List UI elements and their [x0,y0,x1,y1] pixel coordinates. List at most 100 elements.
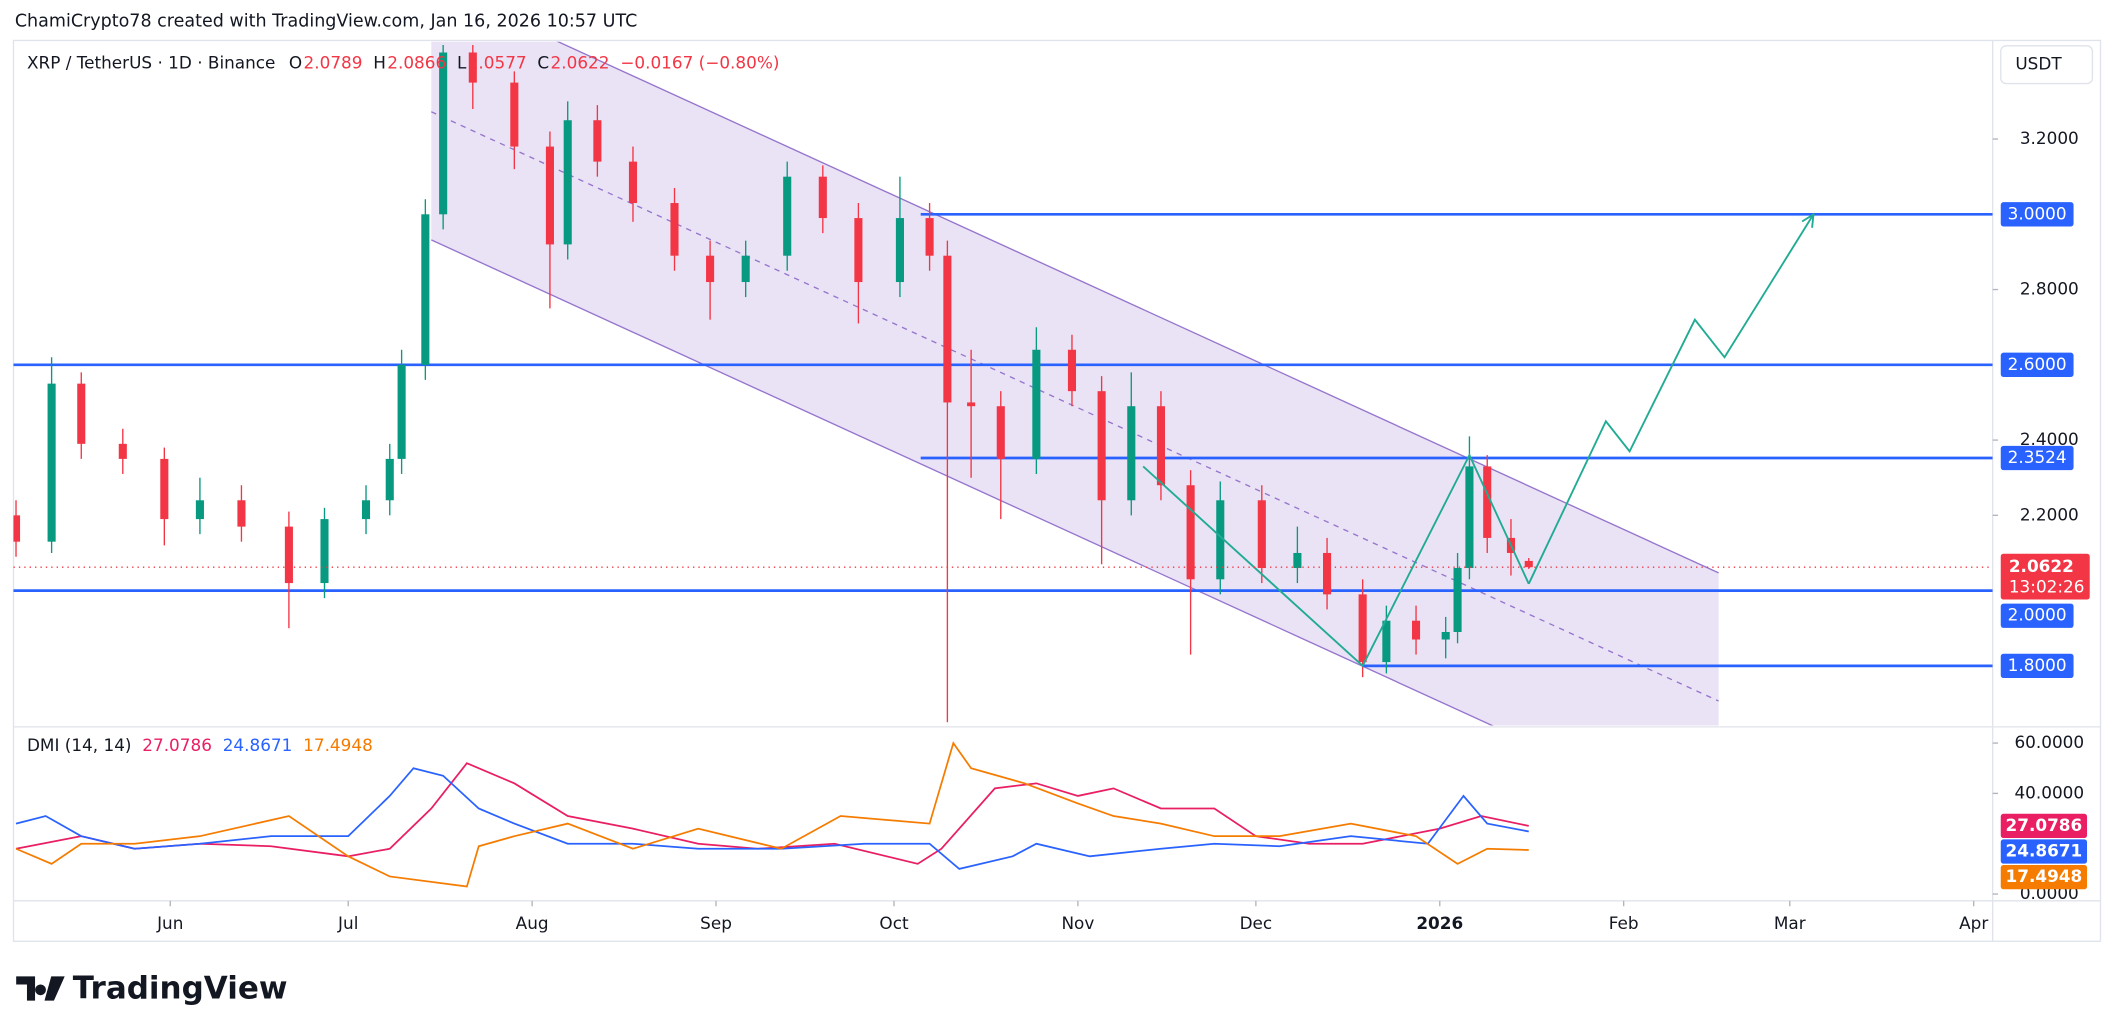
ohlc-key: H [373,52,386,72]
candle-body [1453,568,1462,632]
candle-body [593,120,602,162]
attribution: ChamiCrypto78 created with TradingView.c… [15,12,638,32]
ohlc-key: O [289,52,302,72]
countdown-label: 13:02:26 [2009,576,2085,596]
candle-body [967,402,976,407]
dmi-line [15,741,1529,888]
candle-body [1032,349,1041,459]
level-label-box [2000,653,2074,678]
level-label: 2.3524 [2008,447,2067,467]
dmi-line [15,762,1529,865]
candle-body [670,203,679,256]
x-tick-label: Apr [1959,913,1988,933]
level-label-box [2000,352,2074,377]
candle-body [563,120,572,245]
level-label-box [2000,202,2074,227]
dmi-legend-value: 17.4948 [303,735,373,755]
candle-body [943,255,952,403]
level-label: 2.6000 [2008,354,2067,374]
x-tick-label: Jun [156,913,183,933]
level-label-box [2000,603,2074,628]
candle-body [468,52,477,83]
candle-body [1382,620,1391,663]
currency[interactable]: USDT [2015,54,2062,74]
last-price-label: 2.0622 [2009,556,2074,576]
candle-body [1097,391,1106,501]
candle-body [1257,500,1266,569]
dmi-value-box [2000,813,2088,839]
x-tick-label: Nov [1061,913,1094,933]
currency-button[interactable] [2000,45,2094,85]
projection-line [1527,213,1815,585]
projection-arrowhead [1801,212,1815,228]
x-tick-label: Feb [1609,913,1639,933]
candle-body [895,218,904,283]
y-tick-label: 2.4000 [2020,429,2079,449]
candle-body [996,406,1005,459]
candle-body [1127,406,1136,501]
dmi-line [15,767,1529,870]
ohlc-value: 2.0577 [468,52,527,72]
overlay: 3.2000 2.8000 2.4000 2.2000 3.0000 2.6000 2.35… [27,52,2090,933]
dmi-legend-value: 24.8671 [223,735,293,755]
candle-body [1524,560,1533,568]
candle-body [1411,620,1421,640]
x-tick-label: Jul [337,913,358,933]
candle-body [1067,349,1077,392]
candle-body [284,526,293,584]
candle-body [439,52,448,215]
chart-frame [12,39,2102,942]
y-tick-label: 3.2000 [2020,128,2079,148]
candle-body [361,500,371,520]
dmi-value-box [2000,865,2088,890]
candle-body [1441,631,1450,640]
candle-body [1293,552,1302,569]
candle-body [1216,500,1225,580]
candle-body [77,383,86,444]
logo-text: TradingView [73,970,288,1006]
candle-body [628,161,638,204]
dmi-pane [15,741,1529,888]
ohlc-value: 2.0789 [304,52,363,72]
candle-body [1465,466,1474,569]
candle-body [706,255,715,283]
candle-body [1323,552,1332,595]
candle-body [13,515,21,542]
candle-body [545,146,554,245]
x-tick-label: Mar [1774,913,1806,933]
candle-body [1358,594,1367,663]
change-legend: −0.0167 (−0.80%) [620,52,779,72]
logo-mark [16,976,65,1001]
footer-logo: TradingView [16,970,288,1006]
dmi-value-box [2000,839,2088,864]
x-tick-label: 2026 [1416,913,1463,933]
projection-line [1142,452,1530,668]
candle-body [1186,485,1195,580]
candle-body [818,176,827,219]
candle-body [783,176,792,256]
ohlc-key: C [537,52,549,72]
channel-middle [430,111,1719,702]
dmi-y-tick-label: 40.0000 [2014,782,2084,802]
level-label-box [2000,445,2074,471]
candle-body [385,458,394,501]
candle-body [160,458,169,520]
x-tick-label: Aug [516,913,549,933]
dmi-legend-value: 27.0786 [142,735,212,755]
dmi-value-label: 17.4948 [2006,866,2083,886]
candle-body [741,255,750,283]
dmi-title: DMI (14, 14) [27,735,132,755]
candle-body [118,443,127,459]
candle-body [1156,406,1165,486]
y-tick-label: 2.2000 [2020,504,2079,524]
candle-body [925,218,934,256]
price-pane [13,41,1993,726]
candle-body [510,82,519,147]
candle-body [397,364,406,459]
ohlc-value: 2.0622 [551,52,610,72]
x-tick-label: Sep [700,913,732,933]
last-price-box [2000,553,2090,600]
